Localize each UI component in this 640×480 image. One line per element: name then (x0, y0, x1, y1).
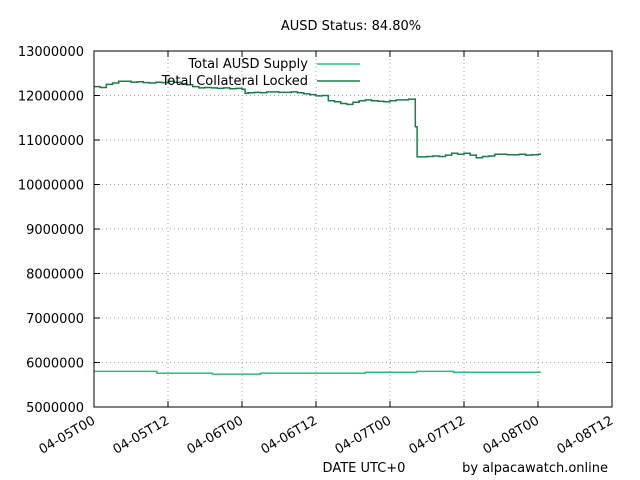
grid-lines (94, 51, 612, 407)
legend-label: Total AUSD Supply (187, 57, 308, 72)
x-tick-label: 04-06T12 (259, 413, 320, 457)
credit-text: by alpacawatch.online (462, 461, 608, 476)
y-tick-label: 11000000 (18, 134, 84, 149)
x-tick-label: 04-08T12 (555, 413, 616, 457)
y-tick-label: 12000000 (18, 90, 84, 105)
legend-label: Total Collateral Locked (161, 74, 308, 89)
axis-ticks: 5000000 6000000 7000000 8000000 9000000 10000… (18, 45, 616, 458)
x-tick-label: 04-07T00 (333, 413, 394, 457)
series-line (94, 370, 542, 375)
y-tick-label: 9000000 (26, 223, 84, 238)
x-tick-label: 04-06T00 (185, 413, 246, 457)
y-tick-label: 6000000 (26, 357, 84, 372)
x-tick-label: 04-05T12 (111, 413, 172, 457)
series-line (94, 80, 542, 159)
chart-title: AUSD Status: 84.80% (281, 19, 421, 34)
x-tick-label: 04-08T00 (481, 413, 542, 457)
y-tick-label: 5000000 (26, 401, 84, 416)
y-tick-label: 7000000 (26, 312, 84, 327)
legend: Total AUSD Supply Total Collateral Locked (161, 57, 360, 89)
x-axis-label: DATE UTC+0 (323, 461, 406, 476)
x-tick-label: 04-05T00 (37, 413, 98, 457)
series-layer (94, 80, 542, 375)
y-tick-label: 10000000 (18, 179, 84, 194)
x-tick-label: 04-07T12 (407, 413, 468, 457)
y-tick-label: 8000000 (26, 268, 84, 283)
y-tick-label: 13000000 (18, 45, 84, 60)
